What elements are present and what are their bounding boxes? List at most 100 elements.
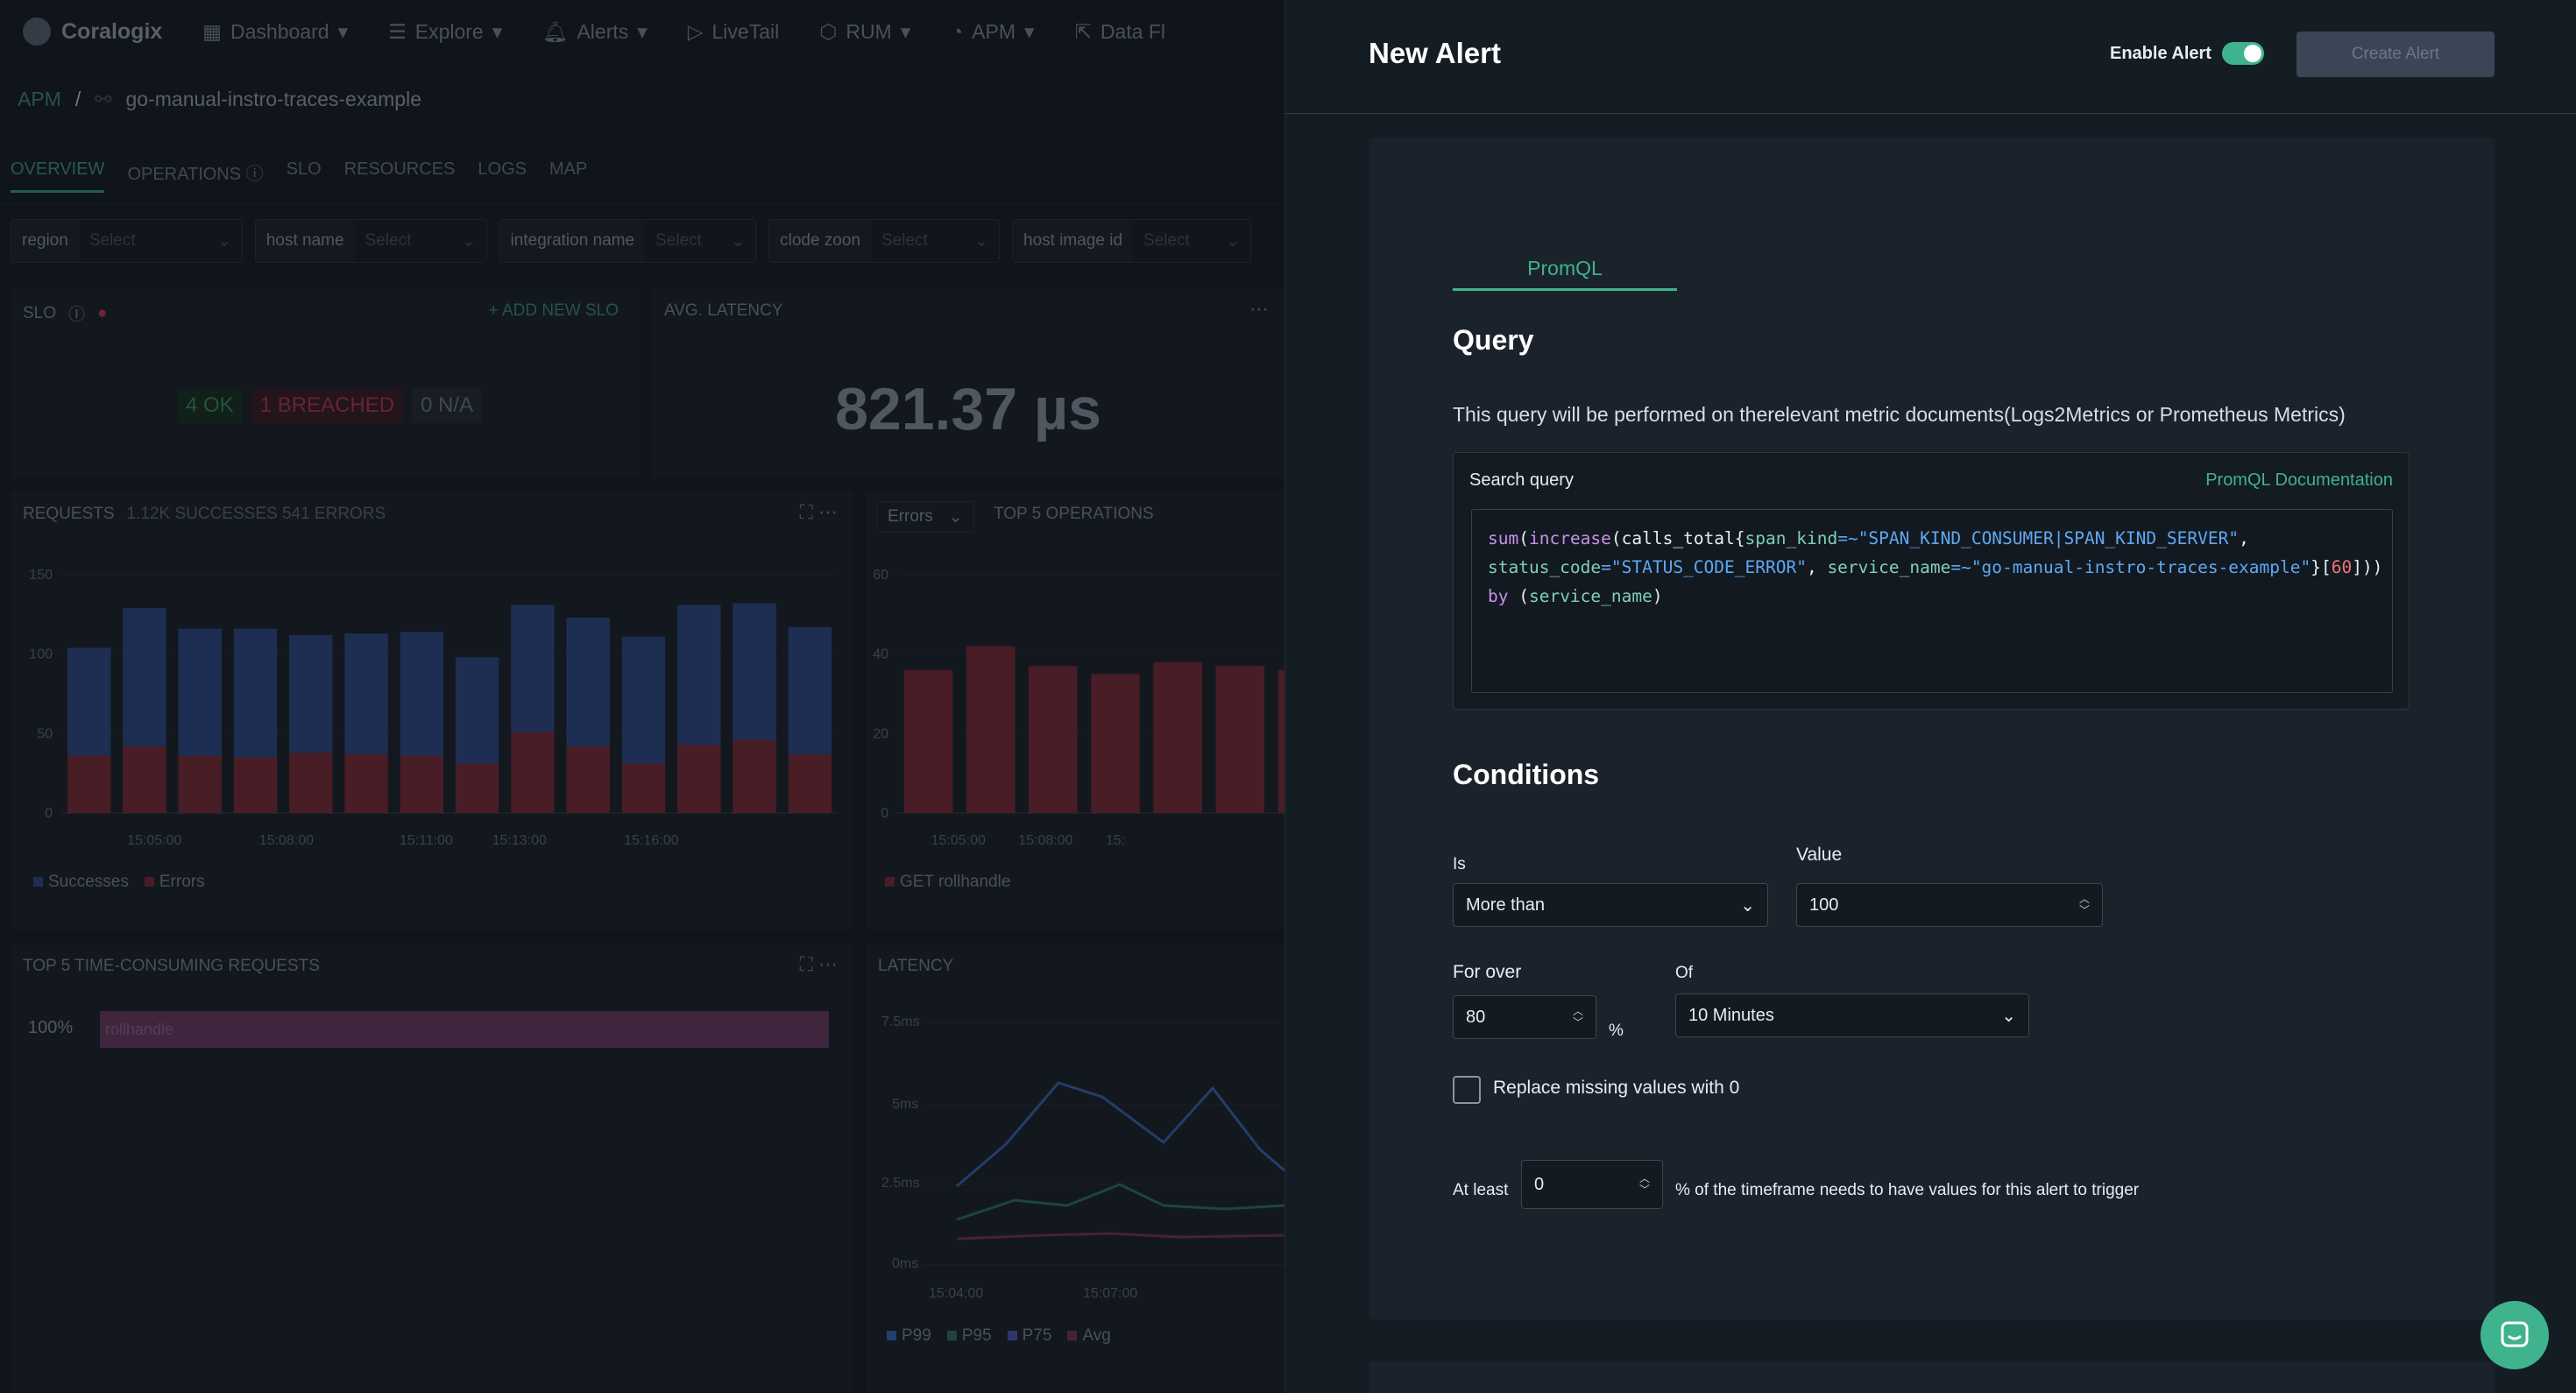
replace-missing-checkbox[interactable] xyxy=(1453,1076,1481,1104)
bar-errors[interactable] xyxy=(123,746,166,813)
stepper-icon[interactable]: ︿ ﹀ xyxy=(1638,1172,1650,1196)
of-select[interactable]: 10 Minutes ⌄ xyxy=(1675,993,2029,1037)
tab-logs[interactable]: LOGS xyxy=(478,159,527,179)
bar-errors[interactable] xyxy=(344,753,388,813)
bar-get-rollhandle[interactable] xyxy=(1153,661,1202,813)
modal-overlay[interactable] xyxy=(0,0,1284,1393)
create-alert-button[interactable]: Create Alert xyxy=(2296,32,2495,77)
bar-successes[interactable] xyxy=(455,657,499,764)
expand-icon[interactable]: ⛶ xyxy=(799,501,813,523)
breadcrumb-apm[interactable]: APM xyxy=(18,88,61,110)
promql-documentation-link[interactable]: PromQL Documentation xyxy=(2205,470,2393,490)
bar-successes[interactable] xyxy=(732,603,776,740)
nav-alerts[interactable]: 🔔︎ Alerts ▾ xyxy=(542,20,648,44)
bar-successes[interactable] xyxy=(677,605,721,746)
y-tick-label: 40 xyxy=(873,647,888,662)
tab-map[interactable]: MAP xyxy=(548,159,588,179)
chevron-down-icon: ▾ xyxy=(637,19,648,43)
nav-dashboard[interactable]: ▦ Dashboard ▾ xyxy=(202,20,348,44)
filter-select[interactable]: Select ⌄ xyxy=(78,220,242,262)
bar-get-rollhandle[interactable] xyxy=(1277,669,1284,813)
bar-errors[interactable] xyxy=(788,753,832,813)
enable-alert-toggle[interactable] xyxy=(2221,42,2264,65)
bar-successes[interactable] xyxy=(344,633,388,754)
filter-select[interactable]: Select ⌄ xyxy=(354,220,486,262)
coralogix-logo[interactable]: Coralogix xyxy=(23,18,162,46)
bar-successes[interactable] xyxy=(788,626,832,754)
tab-promql[interactable]: PromQL xyxy=(1453,244,1677,291)
panel-actions: ⛶ ⋯ xyxy=(799,953,838,976)
nav-explore[interactable]: ☰ Explore ▾ xyxy=(388,20,502,44)
at-least-input[interactable]: 0 ︿ ﹀ xyxy=(1521,1160,1663,1209)
stepper-icon[interactable]: ︿ ﹀ xyxy=(1572,1005,1583,1029)
filter-host-name[interactable]: host name Select ⌄ xyxy=(254,219,487,263)
query-editor[interactable]: sum(increase(calls_total{span_kind=~"SPA… xyxy=(1471,509,2393,693)
bar-errors[interactable] xyxy=(621,763,666,813)
x-tick-label: 15:13:00 xyxy=(492,833,547,848)
bar-errors[interactable] xyxy=(677,745,721,813)
y-tick-label: 60 xyxy=(873,568,888,583)
expand-icon[interactable]: ⛶ xyxy=(799,953,813,975)
filter-clode-zoon[interactable]: clode zoon Select ⌄ xyxy=(768,219,1001,263)
bar-get-rollhandle[interactable] xyxy=(1029,666,1078,813)
bar-errors[interactable] xyxy=(400,755,444,813)
for-over-input[interactable]: 80 ︿ ﹀ xyxy=(1453,995,1596,1039)
bar-get-rollhandle[interactable] xyxy=(903,669,953,813)
is-select[interactable]: More than ⌄ xyxy=(1453,883,1768,927)
more-icon[interactable]: ⋯ xyxy=(818,501,838,523)
bar-errors[interactable] xyxy=(233,757,278,813)
metric-dropdown[interactable]: Errors ⌄ xyxy=(876,501,974,533)
nav-apm[interactable]: ◔ APM ▾ xyxy=(951,20,1034,44)
logo-icon xyxy=(23,18,51,46)
filter-host-image-id[interactable]: host image id Select ⌄ xyxy=(1012,219,1252,263)
tab-slo[interactable]: SLO xyxy=(286,159,322,179)
y-tick: 2.5ms xyxy=(881,1176,920,1191)
bar-successes[interactable] xyxy=(233,628,278,758)
filter-integration-name[interactable]: integration name Select ⌄ xyxy=(499,219,757,263)
more-icon[interactable]: ⋯ xyxy=(1249,298,1269,320)
bar-successes[interactable] xyxy=(511,605,555,732)
nav-apm-label: APM xyxy=(972,19,1016,43)
stepper-icon[interactable]: ︿ ﹀ xyxy=(2078,893,2090,916)
at-least-label: At least xyxy=(1453,1181,1509,1199)
bar-successes[interactable] xyxy=(621,636,666,764)
bar-get-rollhandle[interactable] xyxy=(1215,666,1265,813)
value-input[interactable]: 100 ︿ ﹀ xyxy=(1796,883,2103,927)
bar-errors[interactable] xyxy=(566,746,610,813)
bar-errors[interactable] xyxy=(511,732,555,813)
bar-errors[interactable] xyxy=(732,739,776,813)
filter-select[interactable]: Select ⌄ xyxy=(871,220,1000,262)
filter-select[interactable]: Select ⌄ xyxy=(645,220,756,262)
bar-successes[interactable] xyxy=(67,647,111,756)
bar-errors[interactable] xyxy=(455,763,499,813)
bar-successes[interactable] xyxy=(289,634,333,753)
at-least-value: 0 xyxy=(1534,1174,1545,1194)
latency-title: LATENCY xyxy=(878,957,954,975)
filter-select[interactable]: Select ⌄ xyxy=(1133,220,1251,262)
bar-errors[interactable] xyxy=(67,755,111,813)
tab-operations[interactable]: OPERATIONS ⓘ xyxy=(127,159,263,193)
bar-successes[interactable] xyxy=(178,628,222,756)
bar-successes[interactable] xyxy=(123,608,166,746)
bar-errors[interactable] xyxy=(178,755,222,813)
chat-button[interactable] xyxy=(2480,1301,2549,1369)
time-bar-rollhandle[interactable]: rollhandle xyxy=(100,1011,829,1048)
tab-overview[interactable]: OVERVIEW xyxy=(11,159,105,193)
bar-successes[interactable] xyxy=(566,617,610,746)
nav-livetail[interactable]: ▷ LiveTail xyxy=(688,20,779,44)
bar-successes[interactable] xyxy=(400,632,444,756)
tab-resources[interactable]: RESOURCES xyxy=(343,159,456,179)
nav-data-flow[interactable]: ⇱ Data Fl xyxy=(1075,20,1165,44)
more-icon[interactable]: ⋯ xyxy=(818,953,838,975)
nav-rum-label: RUM xyxy=(846,19,892,43)
filter-label: host name xyxy=(255,220,355,262)
bar-errors[interactable] xyxy=(289,753,333,813)
add-slo-button[interactable]: + ADD NEW SLO xyxy=(488,301,619,320)
filter-region[interactable]: region Select ⌄ xyxy=(11,219,243,263)
bar-get-rollhandle[interactable] xyxy=(966,646,1016,813)
top-operations-title: TOP 5 OPERATIONS xyxy=(994,505,1154,523)
bar-get-rollhandle[interactable] xyxy=(1091,674,1140,813)
time-bar-track: rollhandle xyxy=(100,1011,829,1048)
logo-text: Coralogix xyxy=(61,18,163,44)
nav-rum[interactable]: ⬡ RUM ▾ xyxy=(819,20,910,44)
